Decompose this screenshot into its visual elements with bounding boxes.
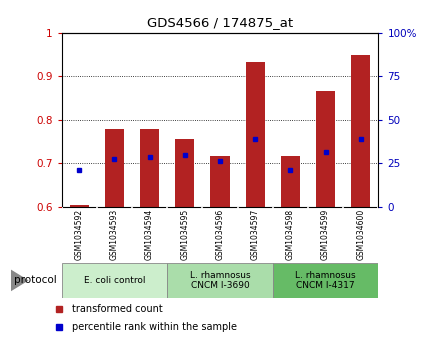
Text: GSM1034593: GSM1034593 — [110, 209, 119, 260]
Polygon shape — [11, 270, 29, 291]
Text: GSM1034598: GSM1034598 — [286, 209, 295, 260]
Text: GSM1034599: GSM1034599 — [321, 209, 330, 260]
Text: percentile rank within the sample: percentile rank within the sample — [72, 322, 237, 333]
Text: E. coli control: E. coli control — [84, 276, 145, 285]
Bar — [167, 263, 273, 298]
Bar — [281, 155, 300, 207]
Text: L. rhamnosus
CNCM I-3690: L. rhamnosus CNCM I-3690 — [190, 271, 250, 290]
Bar — [273, 263, 378, 298]
Bar — [140, 129, 159, 207]
Bar — [62, 263, 167, 298]
Text: L. rhamnosus
CNCM I-4317: L. rhamnosus CNCM I-4317 — [295, 271, 356, 290]
Text: GSM1034595: GSM1034595 — [180, 209, 189, 260]
Bar — [246, 62, 265, 207]
Text: GSM1034594: GSM1034594 — [145, 209, 154, 260]
Bar — [105, 129, 124, 207]
Bar — [175, 139, 194, 207]
Text: GSM1034600: GSM1034600 — [356, 209, 365, 260]
Bar — [210, 155, 230, 207]
Bar — [316, 91, 335, 207]
Text: protocol: protocol — [15, 276, 57, 285]
Text: GSM1034597: GSM1034597 — [251, 209, 260, 260]
Text: GDS4566 / 174875_at: GDS4566 / 174875_at — [147, 16, 293, 29]
Text: GSM1034596: GSM1034596 — [216, 209, 224, 260]
Text: GSM1034592: GSM1034592 — [75, 209, 84, 260]
Text: transformed count: transformed count — [72, 305, 163, 314]
Bar — [351, 55, 370, 207]
Bar — [70, 205, 89, 207]
